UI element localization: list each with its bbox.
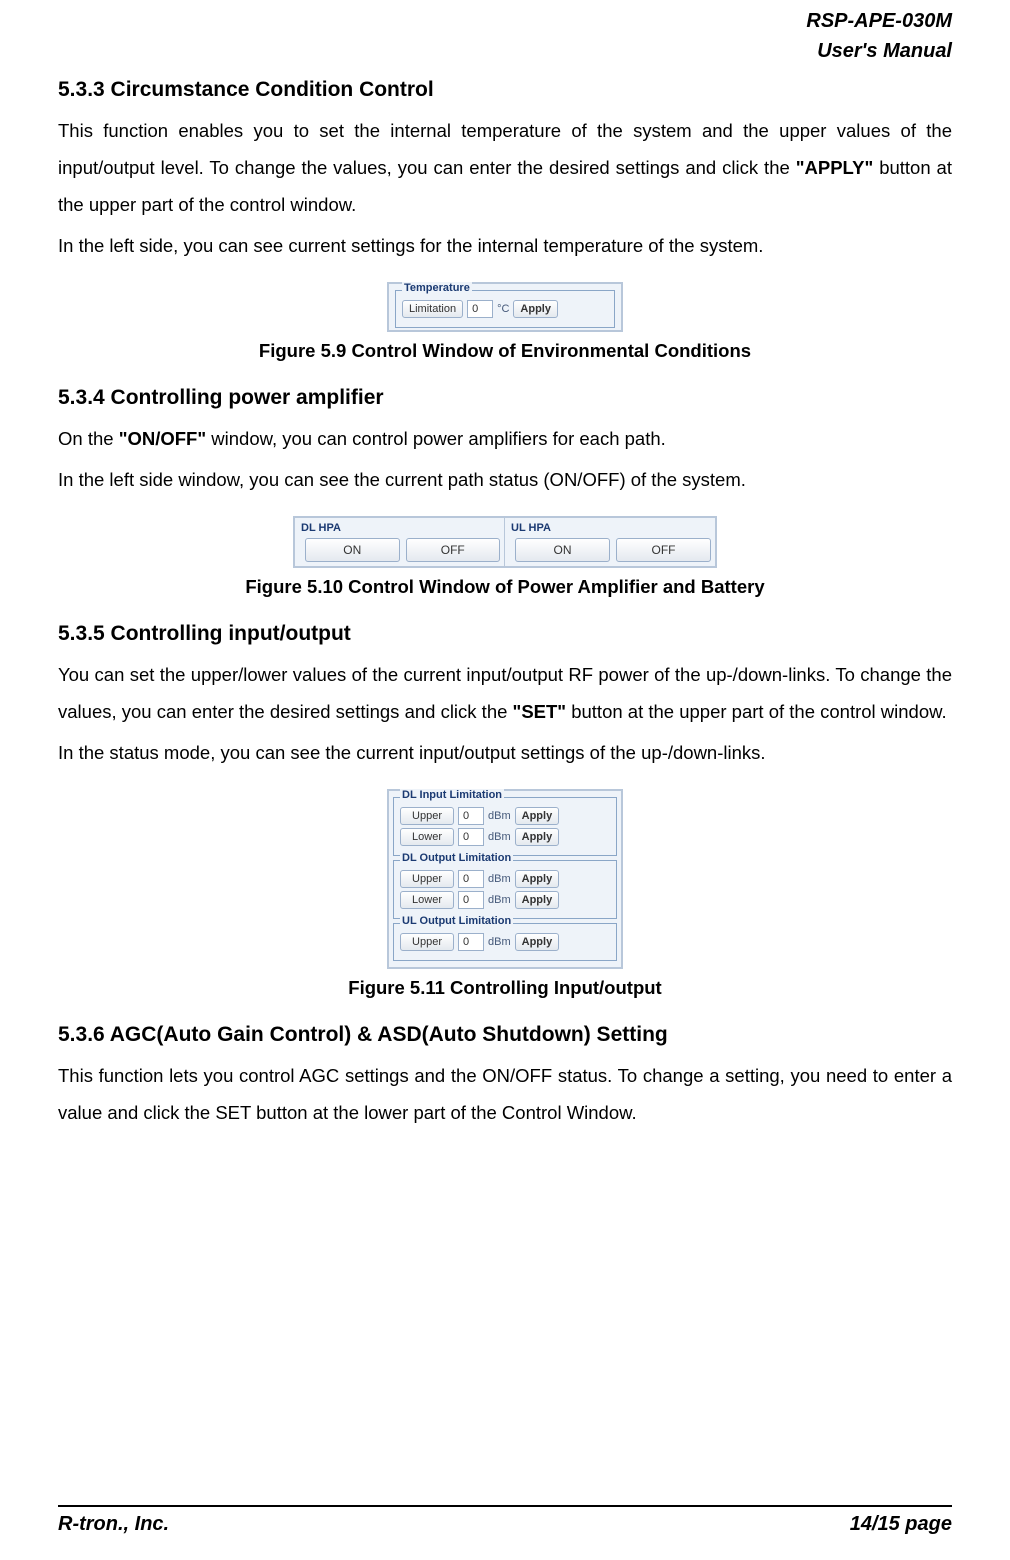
para-533-2: In the left side, you can see current se…	[58, 227, 952, 264]
onoff-keyword: "ON/OFF"	[119, 428, 206, 449]
limitation-button[interactable]: Limitation	[402, 300, 463, 318]
dl-input-lower-value[interactable]: 0	[458, 828, 484, 846]
text: button at the upper part of the control …	[566, 701, 947, 722]
ul-output-upper-value[interactable]: 0	[458, 933, 484, 951]
unit-dbm: dBm	[488, 831, 511, 843]
apply-keyword: "APPLY"	[796, 157, 874, 178]
figure-5-9: Temperature Limitation 0 °C Apply	[58, 282, 952, 332]
ul-output-limitation-title: UL Output Limitation	[400, 915, 513, 927]
para-534-1: On the "ON/OFF" window, you can control …	[58, 420, 952, 457]
heading-535: 5.3.5 Controlling input/output	[58, 622, 952, 646]
text: window, you can control power amplifiers…	[206, 428, 666, 449]
dl-output-lower-button[interactable]: Lower	[400, 891, 454, 909]
dl-hpa-title: DL HPA	[299, 522, 500, 538]
unit-dbm: dBm	[488, 936, 511, 948]
figure-5-11: DL Input Limitation Upper 0 dBm Apply Lo…	[58, 789, 952, 969]
dl-hpa-on-button[interactable]: ON	[305, 538, 400, 562]
page-footer: R-tron., Inc. 14/15 page	[58, 1505, 952, 1536]
caption-5-9: Figure 5.9 Control Window of Environment…	[58, 340, 952, 362]
para-534-2: In the left side window, you can see the…	[58, 461, 952, 498]
para-535-1: You can set the upper/lower values of th…	[58, 656, 952, 730]
dl-input-limitation-title: DL Input Limitation	[400, 789, 504, 801]
dl-hpa-off-button[interactable]: OFF	[406, 538, 501, 562]
dl-output-limitation-title: DL Output Limitation	[400, 852, 513, 864]
heading-533: 5.3.3 Circumstance Condition Control	[58, 78, 952, 102]
unit-dbm: dBm	[488, 873, 511, 885]
heading-534: 5.3.4 Controlling power amplifier	[58, 386, 952, 410]
caption-5-10: Figure 5.10 Control Window of Power Ampl…	[58, 576, 952, 598]
ul-hpa-title: UL HPA	[509, 522, 711, 538]
dl-input-upper-button[interactable]: Upper	[400, 807, 454, 825]
dl-input-lower-button[interactable]: Lower	[400, 828, 454, 846]
heading-536: 5.3.6 AGC(Auto Gain Control) & ASD(Auto …	[58, 1023, 952, 1047]
ul-hpa-on-button[interactable]: ON	[515, 538, 610, 562]
unit-celsius: °C	[497, 303, 509, 315]
dl-input-upper-value[interactable]: 0	[458, 807, 484, 825]
apply-button[interactable]: Apply	[515, 807, 560, 825]
para-533-1: This function enables you to set the int…	[58, 112, 952, 223]
set-keyword: "SET"	[513, 701, 567, 722]
temperature-group-title: Temperature	[402, 282, 472, 294]
dl-output-upper-value[interactable]: 0	[458, 870, 484, 888]
text: On the	[58, 428, 119, 449]
apply-button[interactable]: Apply	[513, 300, 558, 318]
doc-title: User's Manual	[58, 36, 952, 66]
footer-page-number: 14/15 page	[850, 1513, 952, 1536]
ul-hpa-off-button[interactable]: OFF	[616, 538, 711, 562]
apply-button[interactable]: Apply	[515, 828, 560, 846]
para-536-1: This function lets you control AGC setti…	[58, 1057, 952, 1131]
footer-company: R-tron., Inc.	[58, 1513, 169, 1536]
dl-output-lower-value[interactable]: 0	[458, 891, 484, 909]
apply-button[interactable]: Apply	[515, 891, 560, 909]
temperature-value-input[interactable]: 0	[467, 300, 493, 318]
unit-dbm: dBm	[488, 810, 511, 822]
ul-output-upper-button[interactable]: Upper	[400, 933, 454, 951]
apply-button[interactable]: Apply	[515, 870, 560, 888]
unit-dbm: dBm	[488, 894, 511, 906]
caption-5-11: Figure 5.11 Controlling Input/output	[58, 977, 952, 999]
figure-5-10: DL HPA ON OFF UL HPA ON OFF	[58, 516, 952, 568]
doc-model: RSP-APE-030M	[58, 6, 952, 36]
apply-button[interactable]: Apply	[515, 933, 560, 951]
dl-output-upper-button[interactable]: Upper	[400, 870, 454, 888]
para-535-2: In the status mode, you can see the curr…	[58, 734, 952, 771]
